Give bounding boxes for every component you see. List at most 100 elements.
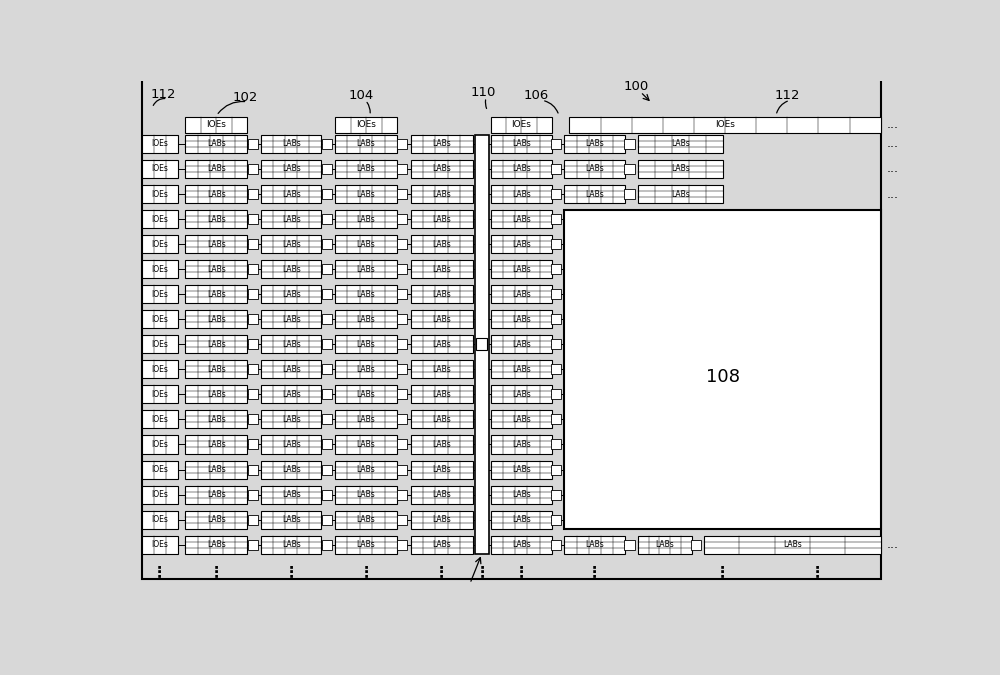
Bar <box>411 460 473 479</box>
Text: LABs: LABs <box>432 290 451 299</box>
Text: ...: ... <box>887 138 899 151</box>
Text: LABs: LABs <box>357 165 375 173</box>
Text: LABs: LABs <box>357 215 375 223</box>
Bar <box>551 439 561 450</box>
Text: LABs: LABs <box>282 515 301 524</box>
Bar <box>397 364 407 375</box>
Bar <box>142 260 178 278</box>
Text: LABs: LABs <box>207 415 226 424</box>
Bar <box>411 285 473 303</box>
Text: 102: 102 <box>232 90 258 104</box>
Bar <box>142 335 178 353</box>
Bar <box>397 164 407 174</box>
Bar <box>322 439 332 450</box>
Text: IOEs: IOEs <box>151 415 168 424</box>
Bar <box>638 135 723 153</box>
Text: LABs: LABs <box>783 540 802 549</box>
Text: LABs: LABs <box>432 390 451 399</box>
Text: LABs: LABs <box>282 415 301 424</box>
Bar <box>335 235 397 253</box>
Text: IOEs: IOEs <box>511 120 531 130</box>
Bar <box>248 164 258 174</box>
Bar <box>397 414 407 425</box>
Bar <box>335 160 397 178</box>
Bar <box>551 164 561 174</box>
Bar <box>185 185 247 203</box>
Bar <box>551 289 561 299</box>
Text: LABs: LABs <box>357 540 375 549</box>
Text: 104: 104 <box>349 89 374 102</box>
Text: LABs: LABs <box>432 490 451 499</box>
Bar <box>491 285 552 303</box>
Bar <box>569 117 881 132</box>
Bar <box>551 340 561 349</box>
Text: LABs: LABs <box>512 490 531 499</box>
Text: LABs: LABs <box>432 265 451 273</box>
Text: LABs: LABs <box>357 440 375 449</box>
Text: LABs: LABs <box>512 415 531 424</box>
Bar <box>335 210 397 228</box>
Bar <box>261 510 321 529</box>
Bar <box>185 410 247 429</box>
Bar <box>248 389 258 400</box>
Bar <box>261 536 321 554</box>
Bar <box>322 264 332 274</box>
Text: ⋮: ⋮ <box>284 564 299 579</box>
Bar <box>624 189 635 199</box>
Text: LABs: LABs <box>207 465 226 474</box>
Text: LABs: LABs <box>357 365 375 374</box>
Bar <box>551 489 561 500</box>
Text: LABs: LABs <box>512 290 531 299</box>
Bar <box>322 389 332 400</box>
Bar <box>322 540 332 549</box>
Text: ⋮: ⋮ <box>715 564 730 579</box>
Bar <box>491 435 552 454</box>
Text: LABs: LABs <box>282 165 301 173</box>
Text: LABs: LABs <box>432 465 451 474</box>
Text: LABs: LABs <box>207 515 226 524</box>
Text: LABs: LABs <box>282 190 301 198</box>
Bar <box>248 414 258 425</box>
Bar <box>185 536 247 554</box>
Bar <box>491 536 552 554</box>
Text: LABs: LABs <box>207 265 226 273</box>
Text: LABs: LABs <box>282 490 301 499</box>
Text: LABs: LABs <box>585 190 604 198</box>
Bar <box>142 460 178 479</box>
Text: LABs: LABs <box>282 440 301 449</box>
Text: LABs: LABs <box>357 415 375 424</box>
Bar <box>248 315 258 324</box>
Bar <box>322 464 332 475</box>
Bar <box>335 185 397 203</box>
Text: IOEs: IOEs <box>151 540 168 549</box>
Text: 110: 110 <box>470 86 496 99</box>
Text: LABs: LABs <box>357 315 375 324</box>
Bar <box>261 335 321 353</box>
Bar <box>564 185 625 203</box>
Text: LABs: LABs <box>207 240 226 248</box>
Text: LABs: LABs <box>282 540 301 549</box>
Bar <box>142 235 178 253</box>
Bar <box>397 264 407 274</box>
Text: LABs: LABs <box>207 140 226 148</box>
Text: LABs: LABs <box>357 490 375 499</box>
Bar <box>551 514 561 524</box>
Bar <box>185 210 247 228</box>
Bar <box>322 289 332 299</box>
Bar <box>261 160 321 178</box>
Bar <box>322 340 332 349</box>
Text: IOEs: IOEs <box>151 515 168 524</box>
Bar <box>551 464 561 475</box>
Bar <box>261 310 321 328</box>
Text: LABs: LABs <box>512 390 531 399</box>
Bar <box>411 485 473 504</box>
Text: 112: 112 <box>151 88 176 101</box>
Bar <box>335 135 397 153</box>
Text: LABs: LABs <box>357 390 375 399</box>
Bar <box>185 385 247 404</box>
Text: LABs: LABs <box>207 190 226 198</box>
Bar <box>411 310 473 328</box>
Bar <box>335 410 397 429</box>
Bar <box>564 160 625 178</box>
Bar <box>261 185 321 203</box>
